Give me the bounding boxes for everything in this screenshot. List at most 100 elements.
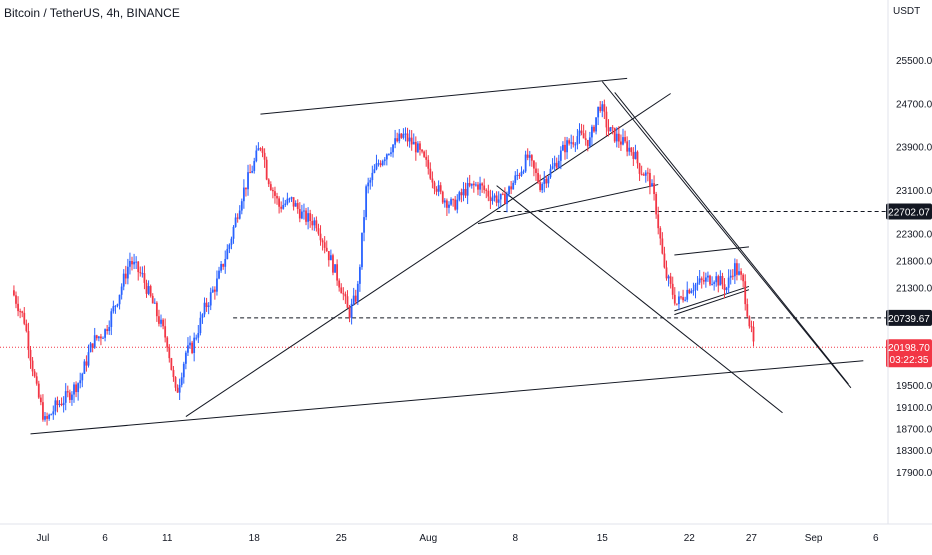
candle xyxy=(696,276,699,291)
price-tick-label: 25500.00 xyxy=(896,56,932,67)
trendline[interactable] xyxy=(496,185,783,414)
candle-body xyxy=(344,294,347,297)
candle-body xyxy=(609,127,612,132)
candle-body xyxy=(468,183,471,186)
candle xyxy=(276,192,278,205)
candle-body xyxy=(203,302,206,315)
trendline[interactable] xyxy=(674,289,750,316)
candle-body xyxy=(516,174,519,176)
price-axis[interactable]: 25500.00 24700.00 23900.00 23100.00 22300.00… xyxy=(887,0,932,524)
candle-body xyxy=(334,264,336,273)
candle xyxy=(348,304,351,323)
trendline[interactable] xyxy=(260,77,628,115)
candle-body xyxy=(454,199,457,210)
candle xyxy=(332,253,334,276)
candle xyxy=(245,187,247,197)
candle-body xyxy=(738,271,740,275)
candle-body xyxy=(135,261,138,263)
candle xyxy=(402,128,405,140)
candle-body xyxy=(547,177,550,184)
candle xyxy=(218,266,220,280)
candle-body xyxy=(29,349,32,361)
time-axis[interactable]: Jul 6 11 18 25 Aug 8 15 22 27 Sep 6 xyxy=(0,523,932,544)
candle-body xyxy=(458,192,461,200)
candle xyxy=(385,153,388,166)
candle-body xyxy=(460,192,463,196)
candle-body xyxy=(394,138,397,145)
candle-body xyxy=(402,133,405,138)
candle xyxy=(744,274,747,311)
candle-body xyxy=(404,133,407,135)
candle xyxy=(748,315,751,329)
candle xyxy=(727,269,730,294)
candle-body xyxy=(385,154,388,160)
candle-body xyxy=(649,172,651,187)
candle-body xyxy=(278,198,280,207)
trendline[interactable] xyxy=(601,81,852,389)
candle xyxy=(187,337,189,357)
candle xyxy=(387,153,390,156)
trendline[interactable] xyxy=(674,246,750,256)
candle-body xyxy=(280,206,283,209)
candle xyxy=(466,177,469,205)
trendline[interactable] xyxy=(614,92,849,385)
candle xyxy=(158,309,160,327)
candle-body xyxy=(586,139,589,147)
candle-body xyxy=(746,304,749,317)
candle xyxy=(29,346,32,369)
candle-body xyxy=(669,276,672,284)
candle-body xyxy=(541,183,544,191)
candle xyxy=(309,209,312,228)
candle xyxy=(605,106,608,136)
candle-body xyxy=(584,138,587,140)
candle xyxy=(230,236,233,250)
candle xyxy=(311,214,314,231)
candle xyxy=(477,181,479,196)
trendline[interactable] xyxy=(30,360,864,435)
candle-body xyxy=(340,287,343,294)
candle xyxy=(97,335,100,342)
candle xyxy=(354,289,357,305)
trendlines[interactable] xyxy=(30,77,864,435)
candle xyxy=(131,256,133,271)
candle-body xyxy=(437,185,440,192)
candle-body xyxy=(209,292,212,306)
candle-body xyxy=(661,238,664,254)
candle xyxy=(406,127,409,147)
candle-body xyxy=(31,360,34,372)
candle xyxy=(437,180,440,197)
candle xyxy=(417,141,419,153)
candle xyxy=(251,165,254,174)
candle xyxy=(317,223,320,236)
candle-body xyxy=(408,137,411,142)
candle xyxy=(713,280,716,291)
candle-body xyxy=(543,178,546,184)
candle-body xyxy=(526,154,529,158)
candle xyxy=(23,307,26,326)
candle xyxy=(634,144,637,160)
candle xyxy=(725,286,728,295)
candle xyxy=(636,150,639,169)
price-tick-label: 17900.00 xyxy=(896,468,932,479)
candle xyxy=(433,180,436,195)
candle-body xyxy=(684,299,687,301)
trendline[interactable] xyxy=(185,93,671,417)
candle xyxy=(655,191,658,219)
candle-body xyxy=(87,352,90,366)
candle xyxy=(653,175,655,201)
candle-body xyxy=(539,182,542,191)
candle-body xyxy=(220,264,222,271)
candle xyxy=(446,198,448,217)
price-tick-label: 24700.00 xyxy=(896,99,932,110)
candle-body xyxy=(390,152,392,154)
candle-body xyxy=(696,282,699,285)
trendline[interactable] xyxy=(477,184,659,225)
candle-body xyxy=(729,275,732,278)
candle xyxy=(238,205,241,220)
candle-body xyxy=(147,286,150,294)
candle-body xyxy=(464,188,467,196)
candle-body xyxy=(694,284,697,291)
trendline[interactable] xyxy=(674,285,750,312)
